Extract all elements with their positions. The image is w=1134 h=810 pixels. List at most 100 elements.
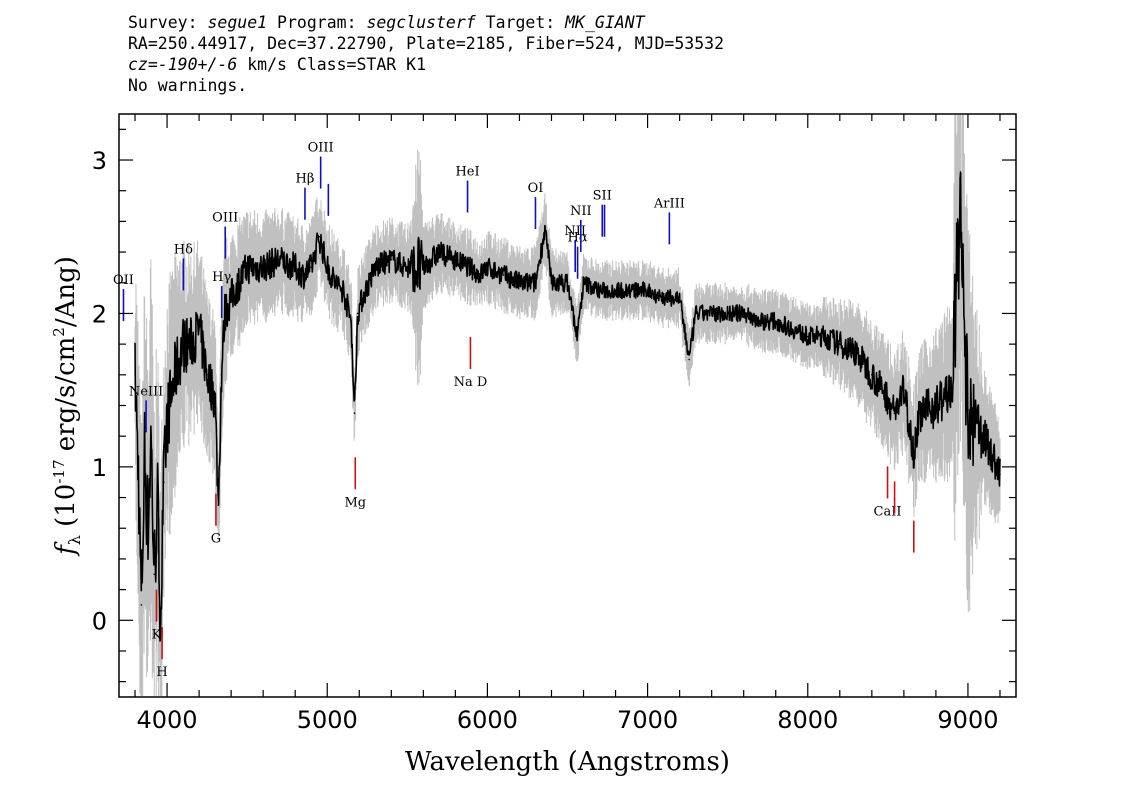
flux-point: [174, 374, 176, 376]
emission-line-label: Hδ: [174, 242, 193, 257]
target-value: MK_GIANT: [565, 13, 645, 32]
flux-point: [688, 358, 690, 361]
x-tick-label: 9000: [937, 706, 998, 734]
flux-point: [238, 282, 240, 284]
header-line-1: Survey: segue1 Program: segclusterf Targ…: [128, 12, 724, 33]
flux-point: [518, 282, 521, 284]
program-label: Program:: [267, 13, 367, 32]
flux-point: [318, 235, 321, 238]
flux-point: [150, 435, 152, 438]
emission-line-label: SII: [593, 189, 612, 204]
emission-line-label: Hβ: [296, 172, 315, 187]
y-tick-label: 3: [92, 147, 107, 175]
flux-point: [214, 397, 216, 399]
flux-point: [334, 282, 337, 284]
flux-point: [871, 374, 873, 376]
flux-point: [166, 420, 168, 422]
flux-point: [230, 297, 232, 299]
flux-point: [246, 266, 248, 269]
flux-point: [134, 374, 136, 376]
absorption-line-label: K: [152, 628, 162, 643]
class-text: km/s Class=STAR K1: [237, 55, 427, 74]
flux-point: [326, 266, 329, 269]
flux-point: [294, 266, 297, 269]
survey-label: Survey:: [128, 13, 208, 32]
error-band: [134, 115, 1001, 696]
flux-point: [791, 328, 793, 330]
flux-point: [422, 266, 425, 269]
flux-point: [678, 297, 681, 299]
flux-point: [469, 266, 471, 269]
absorption-line-label: G: [211, 532, 221, 547]
ylabel-unit: erg/s/cm: [51, 337, 81, 460]
survey-value: segue1: [207, 13, 268, 32]
emission-line-label: ArIII: [653, 196, 685, 211]
flux-point: [486, 266, 489, 269]
flux-point: [630, 289, 633, 292]
flux-point: [163, 481, 165, 484]
flux-point: [887, 397, 889, 399]
flux-point: [361, 297, 364, 299]
spectral-line-markers: OIINeIIIHδHγOIIIHβOIIIHeIOINIIHαNIISIIAr…: [113, 141, 915, 680]
flux-point: [913, 450, 915, 453]
flux-point: [190, 343, 192, 345]
ylabel-exponent: -17: [50, 460, 68, 484]
spectrum-header: Survey: segue1 Program: segclusterf Targ…: [128, 12, 724, 96]
flux-point: [807, 335, 809, 338]
ylabel-subscript: λ: [65, 535, 84, 545]
flux-point: [919, 412, 921, 415]
flux-point: [278, 258, 281, 261]
flux-point: [710, 312, 713, 315]
flux-series: [134, 171, 1001, 642]
absorption-line-label: Na D: [454, 375, 488, 390]
flux-point: [153, 573, 155, 576]
error-band-path: [134, 115, 1001, 696]
x-tick-label: 6000: [457, 706, 518, 734]
flux-point: [198, 328, 200, 330]
flux-point: [478, 274, 481, 276]
flux-point: [534, 282, 537, 284]
flux-point: [742, 312, 745, 315]
x-tick-label: 5000: [297, 706, 358, 734]
flux-point: [967, 420, 969, 422]
flux-point: [206, 374, 208, 376]
flux-point: [582, 282, 585, 284]
flux-point: [454, 258, 457, 261]
absorption-line-label: Mg: [344, 495, 366, 510]
flux-point: [220, 374, 223, 376]
program-value: segclusterf: [366, 13, 476, 32]
flux-point: [390, 258, 393, 261]
flux-point: [262, 266, 265, 269]
emission-line-label: NeIII: [129, 384, 163, 399]
flux-point: [302, 274, 305, 276]
target-label: Target:: [475, 13, 566, 32]
flux-point: [614, 289, 617, 292]
y-tick-label: 2: [92, 300, 107, 328]
x-tick-label: 7000: [617, 706, 678, 734]
y-tick-label: 0: [92, 607, 107, 635]
flux-point: [959, 212, 961, 215]
y-axis-title: fλ (10-17 erg/s/cm2/Ang): [50, 256, 84, 557]
flux-point: [159, 619, 162, 622]
flux-point: [350, 320, 353, 322]
flux-point: [758, 320, 761, 322]
flux-point: [903, 389, 905, 392]
flux-point: [839, 343, 841, 345]
ylabel-close: /Ang): [51, 256, 81, 327]
header-line-4: No warnings.: [128, 76, 248, 95]
absorption-line-label: H: [156, 665, 167, 680]
ylabel-scale: (10: [51, 484, 81, 536]
flux-point: [438, 251, 441, 253]
flux-point: [951, 389, 953, 392]
header-line-2: RA=250.44917, Dec=37.22790, Plate=2185, …: [128, 34, 725, 53]
flux-point: [576, 335, 578, 338]
x-axis-title: Wavelength (Angstroms): [405, 747, 730, 777]
flux-point: [823, 335, 825, 338]
flux-point: [566, 282, 569, 284]
flux-point: [694, 312, 697, 315]
flux-point: [342, 289, 345, 292]
flux-point: [983, 435, 985, 438]
emission-line-label: OI: [528, 181, 544, 196]
emission-line-label: HeI: [455, 165, 479, 180]
